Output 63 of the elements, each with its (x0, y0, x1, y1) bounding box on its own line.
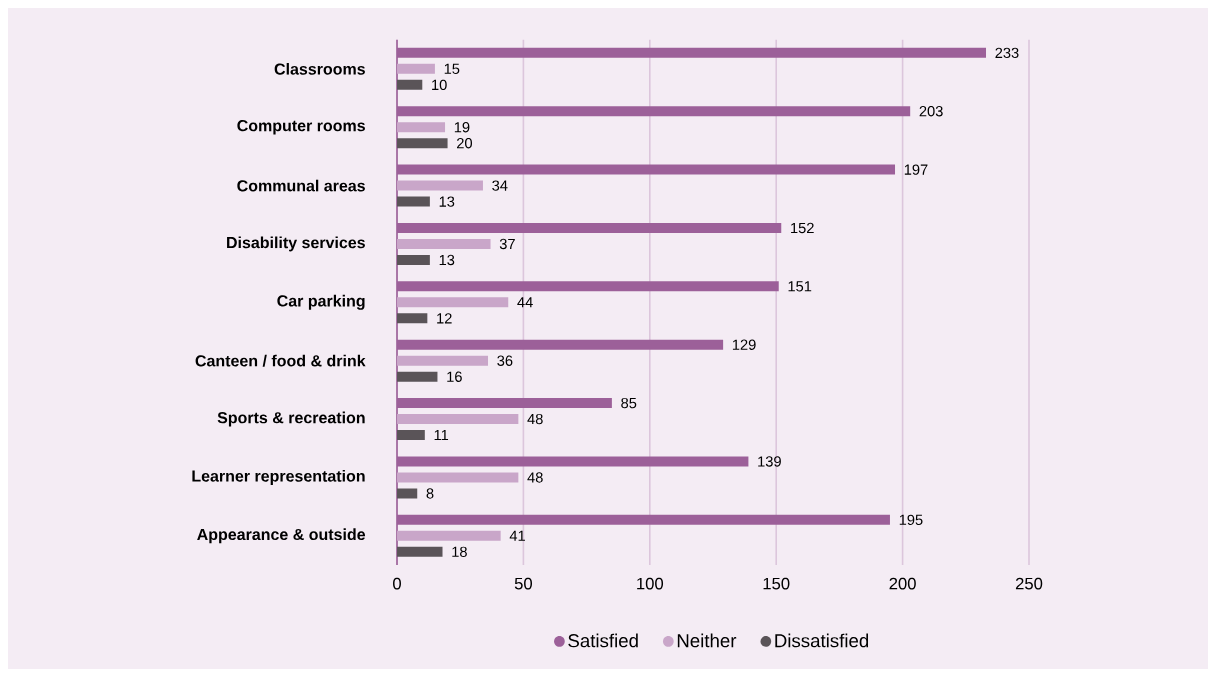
data-label: 18 (452, 546, 467, 557)
data-label: 85 (621, 397, 637, 409)
bar (397, 297, 509, 308)
x-tick-label: 150 (763, 577, 790, 590)
data-label: 34 (492, 180, 508, 191)
legend-label: Dissatisfied (775, 633, 869, 648)
data-label: 11 (434, 430, 449, 441)
x-tick-label: 50 (514, 577, 533, 590)
bar (397, 122, 446, 133)
y-tick-label: Learner representation (192, 469, 365, 485)
data-label: 36 (497, 355, 513, 366)
bar (397, 414, 519, 425)
data-label: 139 (758, 456, 781, 467)
bar (397, 196, 430, 207)
data-label: 13 (439, 254, 455, 266)
data-label: 20 (457, 138, 472, 149)
data-label: 41 (509, 530, 525, 541)
bar (397, 63, 435, 74)
data-label: 233 (995, 47, 1019, 59)
y-tick-label: Disability services (227, 236, 365, 252)
data-label: 37 (499, 238, 515, 250)
y-tick-label: Computer rooms (237, 119, 365, 135)
bar (397, 254, 430, 265)
x-tick-label: 200 (889, 577, 916, 590)
data-label: 19 (454, 122, 470, 133)
x-tick-label: 100 (637, 577, 664, 590)
bar (397, 488, 418, 499)
y-tick-label: Classrooms (274, 62, 365, 75)
data-label: 44 (517, 297, 533, 308)
x-tick-label: 250 (1015, 577, 1043, 590)
data-label: 48 (527, 413, 543, 425)
bar (397, 430, 425, 441)
y-tick-label: Appearance & outside (197, 528, 366, 544)
y-tick-label: Communal areas (237, 179, 365, 192)
data-label: 152 (791, 222, 814, 234)
bar (397, 138, 448, 149)
data-label: 203 (919, 106, 943, 117)
data-label: 10 (432, 79, 447, 91)
bar (397, 313, 428, 324)
data-label: 129 (732, 339, 756, 350)
bar (397, 79, 423, 90)
y-tick-label: Car parking (277, 294, 365, 310)
bar (397, 238, 491, 249)
y-tick-label: Sports & recreation (217, 411, 365, 427)
data-label: 197 (904, 164, 928, 175)
y-tick-label: Canteen / food & drink (195, 354, 366, 367)
data-label: 16 (447, 371, 462, 382)
bar (397, 472, 519, 483)
legend-label: Neither (677, 633, 737, 648)
data-label: 195 (899, 514, 923, 525)
bar (397, 355, 489, 366)
data-label: 13 (439, 196, 455, 207)
legend-label: Satisfied (568, 633, 638, 648)
bar (397, 180, 483, 191)
data-label: 12 (437, 313, 452, 324)
data-label: 48 (527, 472, 543, 483)
data-label: 8 (426, 488, 434, 499)
data-label: 15 (444, 63, 460, 74)
bar (397, 371, 438, 382)
bar (397, 530, 501, 541)
data-label: 151 (788, 281, 812, 292)
bar (397, 546, 443, 557)
x-tick-label: 0 (393, 577, 401, 590)
